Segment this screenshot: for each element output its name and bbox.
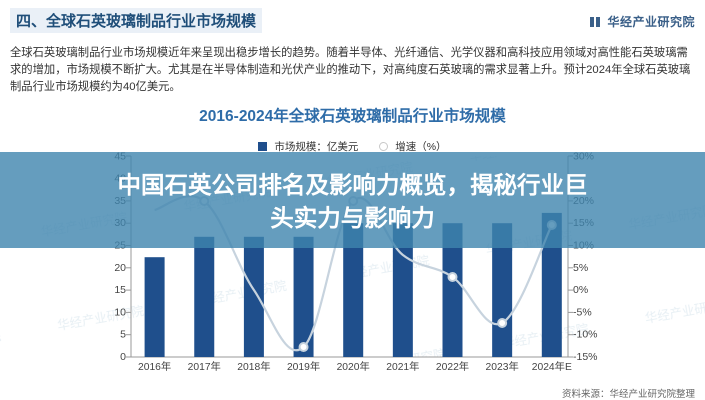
- svg-text:-5%: -5%: [573, 306, 592, 318]
- svg-text:2023年: 2023年: [486, 360, 519, 373]
- svg-text:20: 20: [114, 262, 126, 274]
- svg-text:5: 5: [120, 329, 126, 341]
- svg-text:-10%: -10%: [573, 329, 598, 341]
- svg-text:0: 0: [120, 351, 126, 363]
- svg-text:2017年: 2017年: [188, 360, 221, 373]
- svg-text:2022年: 2022年: [436, 360, 469, 373]
- svg-text:2018年: 2018年: [237, 360, 270, 373]
- svg-text:5%: 5%: [573, 262, 588, 274]
- svg-text:0%: 0%: [573, 284, 588, 296]
- svg-text:2021年: 2021年: [386, 360, 419, 373]
- svg-text:-15%: -15%: [573, 351, 598, 363]
- svg-text:10: 10: [114, 306, 126, 318]
- svg-text:15: 15: [114, 284, 126, 296]
- svg-text:2019年: 2019年: [287, 360, 320, 373]
- svg-text:2024年E: 2024年E: [532, 360, 572, 373]
- svg-text:2020年: 2020年: [337, 360, 370, 373]
- svg-text:2016年: 2016年: [138, 360, 171, 373]
